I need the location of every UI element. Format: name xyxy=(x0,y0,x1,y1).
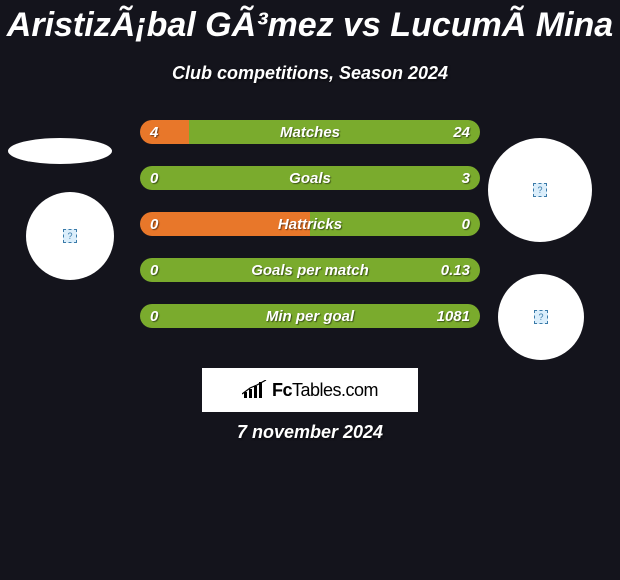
bar-right-fill xyxy=(140,258,480,282)
stat-row: 00.13Goals per match xyxy=(140,258,480,282)
stat-bars: 424Matches03Goals00Hattricks00.13Goals p… xyxy=(140,120,480,350)
bar-right-fill xyxy=(140,304,480,328)
placeholder-icon: ? xyxy=(533,183,547,197)
placeholder-icon: ? xyxy=(63,229,77,243)
stat-left-value: 0 xyxy=(150,170,158,187)
page-title: AristizÃ¡bal GÃ³mez vs LucumÃ­ Mina xyxy=(0,0,620,45)
bar-right-fill xyxy=(189,120,480,144)
bar-right-fill xyxy=(140,166,480,190)
stat-right-value: 24 xyxy=(453,124,470,141)
decorative-oval xyxy=(8,138,112,164)
stat-right-value: 0 xyxy=(462,216,470,233)
avatar-right-top: ? xyxy=(488,138,592,242)
logo-chart-icon xyxy=(242,380,268,400)
stat-left-value: 0 xyxy=(150,216,158,233)
stat-right-value: 0.13 xyxy=(441,262,470,279)
stat-right-value: 3 xyxy=(462,170,470,187)
stat-right-value: 1081 xyxy=(437,308,470,325)
bar-left-fill xyxy=(140,212,310,236)
placeholder-icon: ? xyxy=(534,310,548,324)
fctables-logo: FcTables.com xyxy=(202,368,418,412)
stat-left-value: 0 xyxy=(150,262,158,279)
stat-row: 424Matches xyxy=(140,120,480,144)
subtitle: Club competitions, Season 2024 xyxy=(0,63,620,84)
stat-row: 00Hattricks xyxy=(140,212,480,236)
stat-left-value: 0 xyxy=(150,308,158,325)
stat-left-value: 4 xyxy=(150,124,158,141)
stat-row: 03Goals xyxy=(140,166,480,190)
logo-fc: Fc xyxy=(272,380,292,400)
logo-tables: Tables.com xyxy=(292,380,378,400)
avatar-right-bottom: ? xyxy=(498,274,584,360)
snapshot-date: 7 november 2024 xyxy=(0,422,620,443)
logo-text: FcTables.com xyxy=(272,380,378,401)
stat-row: 01081Min per goal xyxy=(140,304,480,328)
bar-left-fill xyxy=(140,120,189,144)
bar-right-fill xyxy=(310,212,480,236)
avatar-left: ? xyxy=(26,192,114,280)
